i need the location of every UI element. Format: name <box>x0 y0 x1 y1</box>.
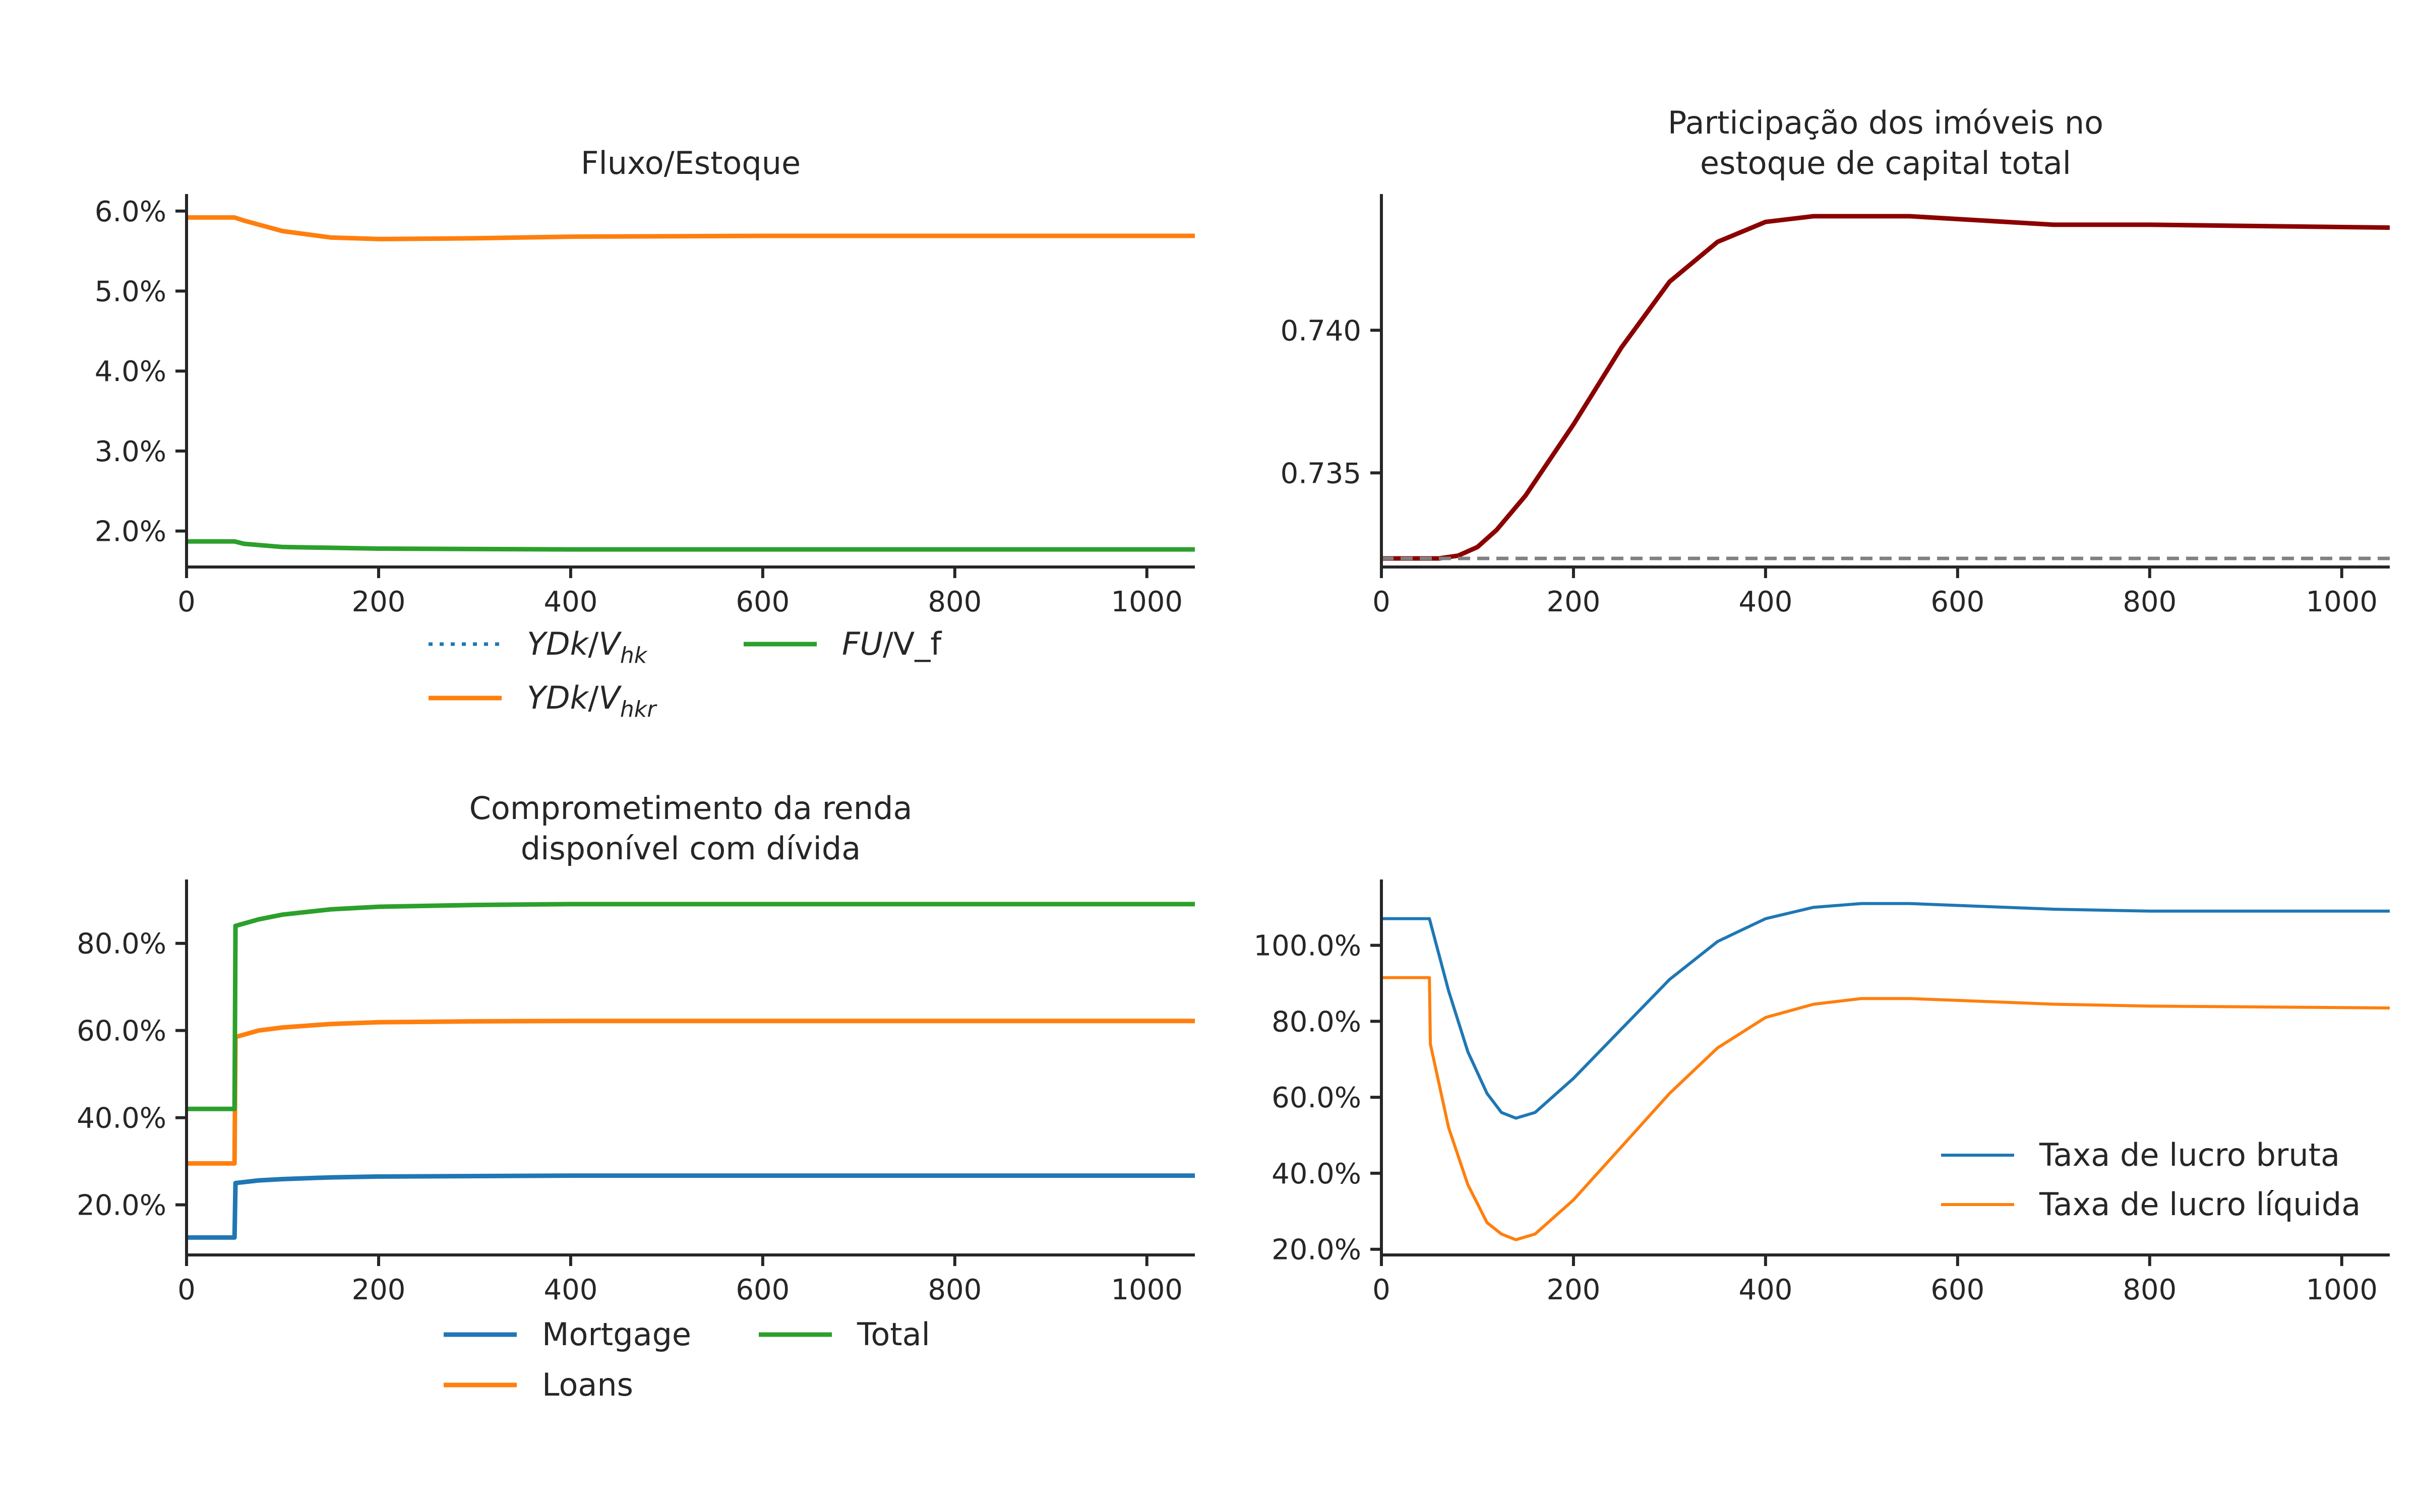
legend-label-0: Taxa de lucro bruta <box>2039 1137 2340 1173</box>
series-line-1 <box>187 1019 1195 1166</box>
x-tick-label: 200 <box>1547 1274 1601 1306</box>
legend-label-2: FU/V_f <box>842 625 942 662</box>
legend-label-0: YDk/Vhk <box>527 625 648 668</box>
chart-title: Fluxo/Estoque <box>581 145 801 181</box>
x-tick-label: 0 <box>177 586 196 618</box>
legend-label-2: Total <box>857 1316 930 1353</box>
y-tick-label: 4.0% <box>95 355 166 388</box>
x-tick-label: 400 <box>1738 1274 1792 1306</box>
legend: YDk/Vhk YDk/Vhkr FU/V_f <box>429 625 942 722</box>
x-tick-label: 1000 <box>1111 586 1183 618</box>
x-tick-label: 800 <box>2123 1274 2176 1306</box>
chart-title-line2: disponível com dívida <box>521 830 861 867</box>
y-tick-label: 0.740 <box>1281 314 1361 347</box>
chart-title-line2: estoque de capital total <box>1700 145 2071 181</box>
x-tick-label: 400 <box>1738 586 1792 618</box>
legend-label-1: Taxa de lucro líquida <box>2039 1186 2361 1223</box>
series-line-1 <box>1381 976 2390 1241</box>
series-group <box>187 902 1195 1240</box>
legend-label-1: YDk/Vhkr <box>527 679 657 722</box>
x-tick-label: 0 <box>1372 586 1390 618</box>
legend-label-0: Mortgage <box>542 1316 691 1353</box>
series-group <box>1381 214 2390 561</box>
x-tick-label: 0 <box>177 1274 196 1306</box>
y-tick-label: 2.0% <box>95 516 166 548</box>
x-tick-label: 400 <box>543 1274 597 1306</box>
y-tick-label: 40.0% <box>1272 1158 1361 1190</box>
chart-title: Comprometimento da renda <box>469 790 913 827</box>
series-line-0 <box>1381 902 2390 1120</box>
y-tick-label: 40.0% <box>77 1102 166 1135</box>
x-tick-label: 800 <box>2123 586 2176 618</box>
x-tick-label: 1000 <box>1111 1274 1183 1306</box>
x-tick-label: 0 <box>1372 1274 1390 1306</box>
y-tick-label: 3.0% <box>95 435 166 468</box>
legend: Mortgage Loans Total <box>444 1316 930 1403</box>
subplot-real-estate-share: Participação dos imóveis no estoque de ca… <box>1281 104 2390 618</box>
x-tick-label: 1000 <box>2306 586 2378 618</box>
x-tick-label: 200 <box>1547 586 1601 618</box>
y-tick-label: 60.0% <box>77 1015 166 1048</box>
x-tick-label: 1000 <box>2306 1274 2378 1306</box>
x-tick-label: 200 <box>352 586 406 618</box>
legend-label-1: Loans <box>542 1366 633 1403</box>
series-line-2 <box>187 902 1195 1111</box>
series-line-2 <box>187 539 1195 552</box>
series-line-1 <box>187 215 1195 241</box>
series-group <box>1381 902 2390 1241</box>
subplot-profit-rates: 0 200 400 600 800 1000 20.0% 40.0% 60.0% 80.0% 100… <box>1253 879 2390 1306</box>
x-tick-label: 600 <box>1930 1274 1984 1306</box>
y-tick-label: 20.0% <box>1272 1234 1361 1267</box>
y-tick-label: 6.0% <box>95 196 166 228</box>
x-tick-label: 800 <box>928 586 982 618</box>
series-line-0 <box>1381 214 2390 561</box>
x-tick-label: 800 <box>928 1274 982 1306</box>
x-tick-label: 200 <box>352 1274 406 1306</box>
y-tick-label: 80.0% <box>1272 1005 1361 1038</box>
y-tick-label: 5.0% <box>95 276 166 308</box>
x-tick-label: 600 <box>736 1274 790 1306</box>
series-group <box>187 215 1195 552</box>
y-tick-label: 0.735 <box>1281 457 1361 490</box>
chart-title: Participação dos imóveis no <box>1668 104 2103 141</box>
legend: Taxa de lucro bruta Taxa de lucro líquida <box>1941 1137 2361 1223</box>
y-tick-label: 100.0% <box>1253 930 1361 963</box>
subplot-flow-stock: Fluxo/Estoque 0 200 400 600 800 1000 2.0% 3.0% 4.… <box>95 145 1195 722</box>
x-tick-label: 600 <box>1930 586 1984 618</box>
series-line-0 <box>187 1173 1195 1240</box>
y-tick-label: 80.0% <box>77 928 166 961</box>
x-tick-label: 600 <box>736 586 790 618</box>
y-tick-label: 20.0% <box>77 1189 166 1222</box>
x-tick-label: 400 <box>543 586 597 618</box>
y-tick-label: 60.0% <box>1272 1082 1361 1114</box>
